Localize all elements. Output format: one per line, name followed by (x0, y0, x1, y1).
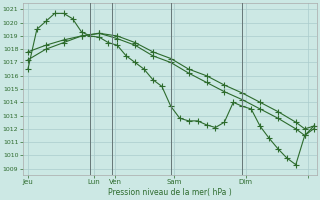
X-axis label: Pression niveau de la mer( hPa ): Pression niveau de la mer( hPa ) (108, 188, 232, 197)
